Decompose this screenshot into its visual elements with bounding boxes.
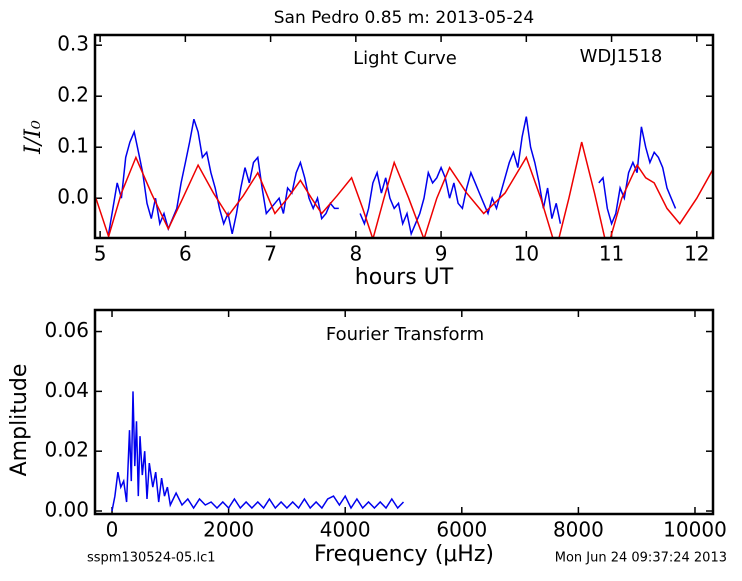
- plot-frame: [93, 308, 715, 516]
- x-tick-label: 0: [106, 518, 119, 542]
- y-tick-label: 0.0: [57, 185, 89, 209]
- x-tick-label: 6: [179, 242, 192, 266]
- x-tick-label: 12: [684, 242, 709, 266]
- y-tick-label: 0.02: [44, 438, 89, 462]
- y-axis-label: I/I₀: [21, 120, 46, 155]
- plot-frame: [93, 33, 715, 240]
- y-tick-label: 0.00: [44, 498, 89, 522]
- y-tick-label: 0.1: [57, 134, 89, 158]
- x-tick-label: 9: [435, 242, 448, 266]
- annotation: Light Curve: [353, 48, 457, 69]
- y-tick-label: 0.3: [57, 32, 89, 56]
- x-tick-label: 11: [599, 242, 624, 266]
- y-tick-label: 0.2: [57, 83, 89, 107]
- y-axis-label: Amplitude: [7, 364, 32, 477]
- annotation: WDJ1518: [580, 46, 663, 67]
- data-line: [95, 141, 713, 238]
- x-tick-label: 5: [94, 242, 107, 266]
- x-axis-label: hours UT: [355, 265, 454, 290]
- data-line: [111, 391, 405, 512]
- footer-right: Mon Jun 24 09:37:24 2013: [555, 551, 727, 566]
- x-axis-label: Frequency (μHz): [314, 542, 494, 567]
- x-tick-label: 4000: [320, 518, 371, 542]
- x-tick-label: 10: [514, 242, 539, 266]
- x-tick-label: 7: [264, 242, 277, 266]
- y-tick-label: 0.04: [44, 378, 89, 402]
- figure-title: San Pedro 0.85 m: 2013-05-24: [274, 8, 534, 28]
- x-tick-label: 2000: [203, 518, 254, 542]
- data-line: [107, 116, 677, 237]
- footer-left: sspm130524-05.lc1: [87, 551, 215, 566]
- x-tick-label: 10000: [663, 518, 727, 542]
- x-tick-label: 8: [349, 242, 362, 266]
- x-tick-label: 6000: [436, 518, 487, 542]
- annotation: Fourier Transform: [326, 324, 484, 345]
- y-tick-label: 0.06: [44, 318, 89, 342]
- x-tick-label: 8000: [553, 518, 604, 542]
